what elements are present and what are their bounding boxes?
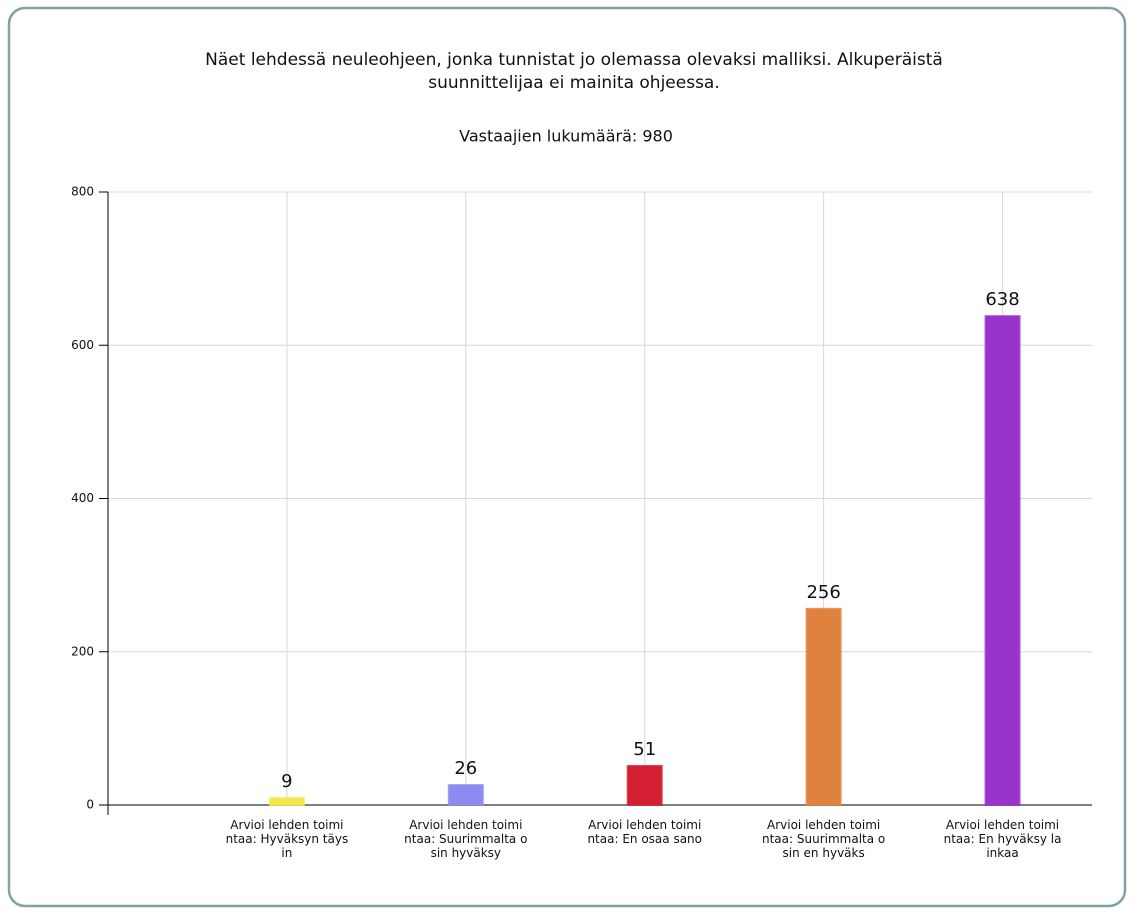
- value-label: 638: [985, 289, 1019, 310]
- value-label: 256: [806, 582, 840, 603]
- value-label: 9: [281, 771, 292, 792]
- y-tick-label: 400: [71, 491, 94, 505]
- chart-subtitle: Vastaajien lukumäärä: 980: [459, 127, 673, 146]
- x-tick-label: Arvioi lehden toimi ntaa: Suurimmalta o si…: [762, 818, 885, 860]
- bar: [447, 784, 484, 807]
- bar: [805, 607, 842, 807]
- y-tick-label: 800: [71, 185, 94, 199]
- bar: [268, 797, 305, 807]
- y-tick-label: 200: [71, 644, 94, 658]
- x-tick-label: Arvioi lehden toimi ntaa: En hyväksy la in…: [944, 818, 1062, 860]
- y-tick-label: 0: [86, 798, 94, 812]
- chart-title: Näet lehdessä neuleohjeen, jonka tunnist…: [205, 50, 943, 70]
- x-tick-label: Arvioi lehden toimi ntaa: Suurimmalta o si…: [404, 818, 527, 860]
- bar: [984, 315, 1021, 806]
- value-label: 51: [633, 739, 656, 760]
- x-tick-label: Arvioi lehden toimi ntaa: En osaa sano: [587, 818, 702, 846]
- bar: [626, 764, 663, 807]
- value-label: 26: [454, 758, 477, 779]
- y-tick-label: 600: [71, 338, 94, 352]
- chart-title: suunnittelijaa ei mainita ohjeessa.: [428, 73, 720, 93]
- panel: [7, 6, 1127, 908]
- x-tick-label: Arvioi lehden toimi ntaa: Hyväksyn täys in: [226, 818, 349, 860]
